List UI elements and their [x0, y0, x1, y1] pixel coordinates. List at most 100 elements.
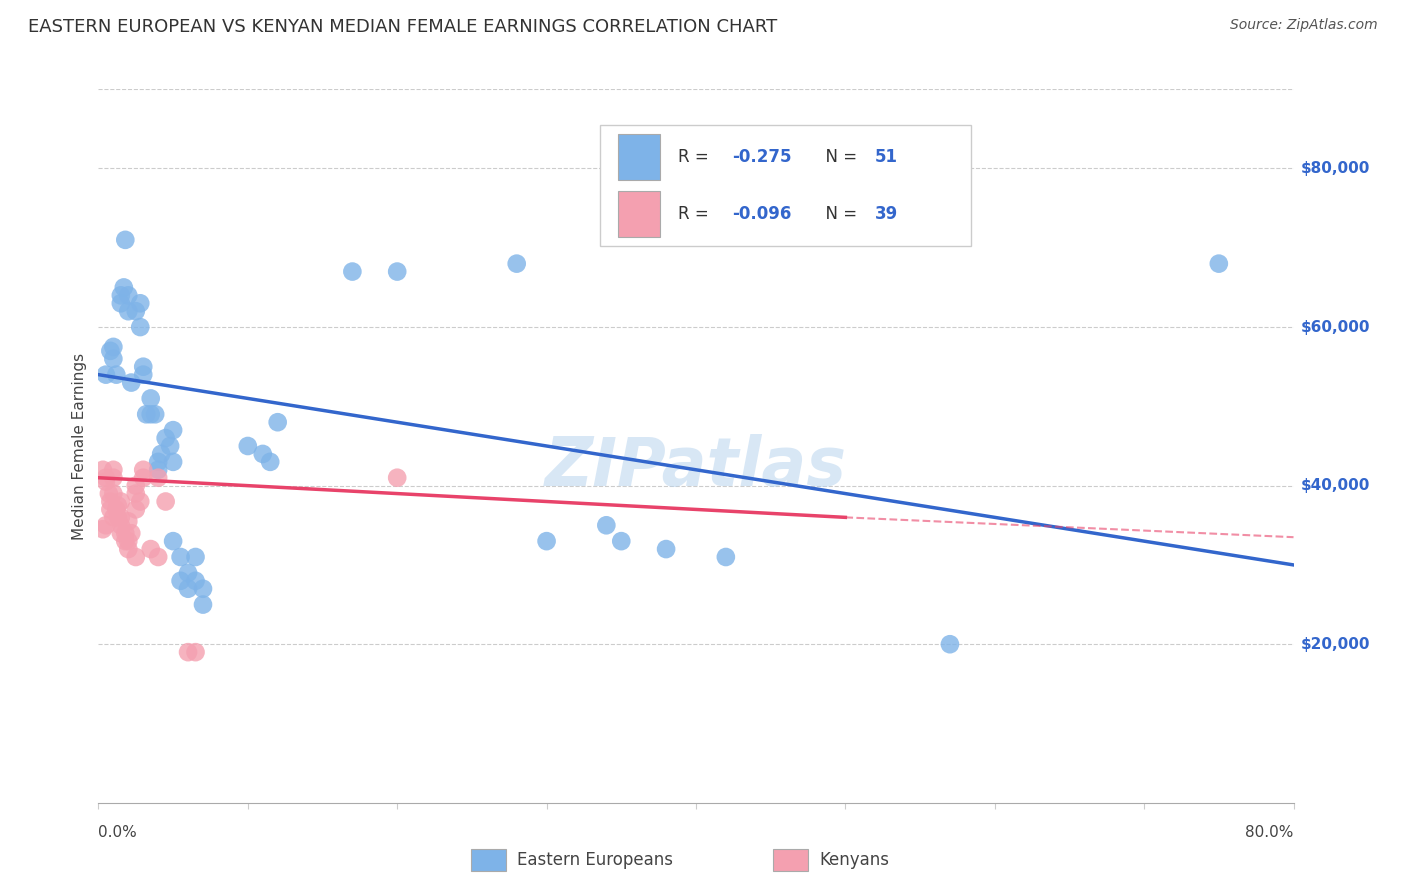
Text: EASTERN EUROPEAN VS KENYAN MEDIAN FEMALE EARNINGS CORRELATION CHART: EASTERN EUROPEAN VS KENYAN MEDIAN FEMALE…	[28, 18, 778, 36]
Text: R =: R =	[678, 148, 714, 166]
Point	[103, 486, 125, 500]
Point	[125, 502, 148, 516]
Text: $20,000: $20,000	[1301, 637, 1369, 652]
Point	[114, 233, 136, 247]
Point	[191, 582, 214, 596]
Point	[91, 522, 114, 536]
Point	[94, 518, 117, 533]
Point	[125, 478, 148, 492]
Point	[120, 526, 142, 541]
Point	[117, 304, 139, 318]
Point	[107, 510, 129, 524]
Point	[139, 407, 162, 421]
Point	[184, 549, 207, 564]
Point	[385, 471, 409, 485]
Point	[110, 296, 132, 310]
Point	[103, 471, 125, 485]
Point	[105, 502, 128, 516]
Point	[125, 549, 148, 564]
Point	[107, 499, 129, 513]
Point	[191, 598, 214, 612]
Point	[117, 288, 139, 302]
Text: 80.0%: 80.0%	[1246, 825, 1294, 840]
Point	[177, 566, 200, 580]
Point	[125, 486, 148, 500]
Point	[94, 475, 117, 489]
Text: Kenyans: Kenyans	[820, 851, 890, 869]
Point	[103, 510, 125, 524]
Point	[155, 494, 177, 508]
Point	[169, 549, 191, 564]
Point	[385, 264, 409, 278]
Point	[132, 471, 155, 485]
Point	[91, 463, 114, 477]
Text: Eastern Europeans: Eastern Europeans	[517, 851, 673, 869]
Point	[506, 257, 529, 271]
Point	[103, 340, 125, 354]
Point	[117, 514, 139, 528]
FancyBboxPatch shape	[619, 134, 661, 180]
Text: 51: 51	[875, 148, 898, 166]
Point	[655, 542, 678, 557]
Point	[114, 526, 136, 541]
Point	[129, 320, 152, 334]
Point	[184, 645, 207, 659]
Point	[125, 304, 148, 318]
Point	[939, 637, 962, 651]
Point	[120, 376, 142, 390]
Point	[135, 407, 157, 421]
Point	[536, 534, 558, 549]
Point	[177, 582, 200, 596]
Point	[129, 296, 152, 310]
Point	[110, 526, 132, 541]
Point	[595, 518, 617, 533]
Point	[714, 549, 737, 564]
Point	[162, 455, 184, 469]
Point	[252, 447, 274, 461]
Point	[610, 534, 633, 549]
Text: N =: N =	[815, 148, 863, 166]
Text: 0.0%: 0.0%	[98, 825, 138, 840]
Point	[148, 463, 170, 477]
Point	[129, 494, 152, 508]
Point	[148, 471, 170, 485]
Point	[132, 359, 155, 374]
Point	[162, 534, 184, 549]
Point	[236, 439, 259, 453]
Point	[110, 518, 132, 533]
Point	[110, 288, 132, 302]
Point	[117, 534, 139, 549]
Point	[159, 439, 181, 453]
Text: $80,000: $80,000	[1301, 161, 1369, 176]
Point	[177, 645, 200, 659]
Point	[162, 423, 184, 437]
Point	[132, 368, 155, 382]
Point	[98, 502, 122, 516]
Text: -0.096: -0.096	[733, 205, 792, 223]
Point	[103, 351, 125, 366]
Text: Source: ZipAtlas.com: Source: ZipAtlas.com	[1230, 18, 1378, 32]
Point	[132, 463, 155, 477]
Point	[98, 494, 122, 508]
Point	[259, 455, 281, 469]
Point	[139, 392, 162, 406]
FancyBboxPatch shape	[619, 191, 661, 237]
Point	[184, 574, 207, 588]
Text: 39: 39	[875, 205, 898, 223]
Text: -0.275: -0.275	[733, 148, 792, 166]
Point	[342, 264, 364, 278]
Y-axis label: Median Female Earnings: Median Female Earnings	[72, 352, 87, 540]
Point	[110, 494, 132, 508]
Point	[267, 415, 290, 429]
Point	[105, 368, 128, 382]
Point	[155, 431, 177, 445]
Point	[150, 447, 173, 461]
Point	[97, 486, 120, 500]
Point	[143, 407, 166, 421]
Text: ZIPatlas: ZIPatlas	[546, 434, 846, 500]
Point	[94, 471, 117, 485]
Point	[98, 343, 122, 358]
Point	[94, 368, 117, 382]
Point	[169, 574, 191, 588]
Point	[114, 534, 136, 549]
